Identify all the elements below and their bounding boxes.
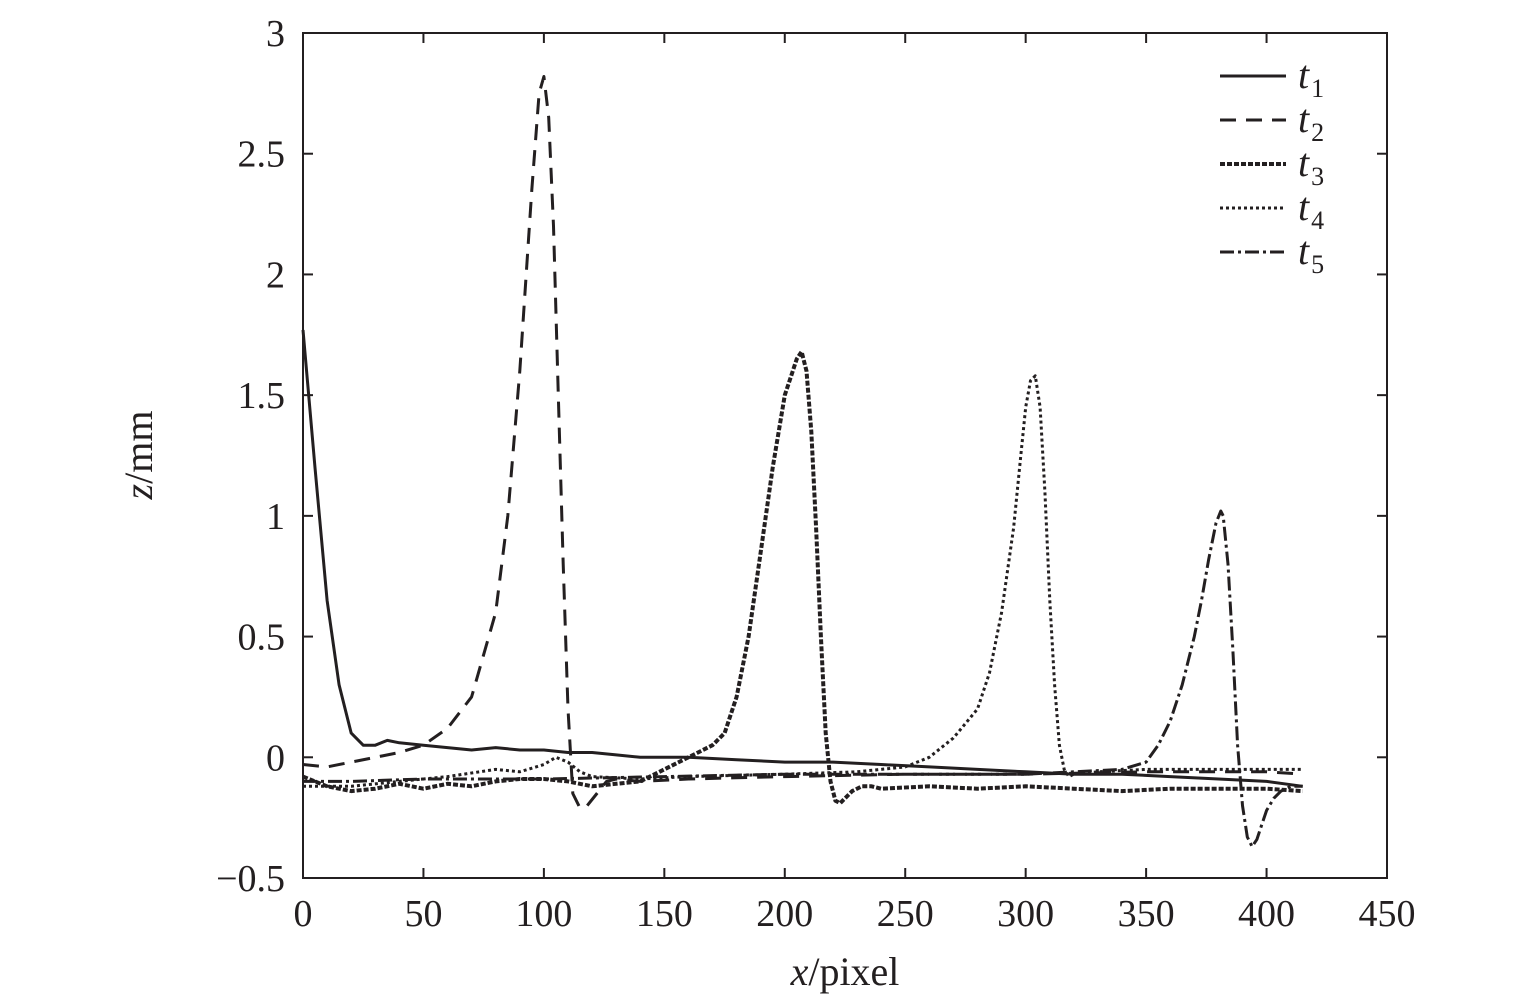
x-tick-label: 350 — [1118, 893, 1175, 935]
x-tick-label: 200 — [756, 893, 813, 935]
series-lines — [301, 75, 1303, 849]
series-line-t2 — [302, 75, 1303, 810]
y-axis-label: z/mm — [116, 411, 161, 501]
y-tick-label: −0.5 — [216, 858, 285, 900]
x-tick-label: 450 — [1359, 893, 1416, 935]
legend-label-t4: t4 — [1298, 184, 1324, 235]
plot-frame — [302, 32, 1388, 879]
legend-label-t5: t5 — [1298, 228, 1324, 279]
x-tick-label: 50 — [404, 893, 442, 935]
y-tick-label: 1.5 — [238, 375, 286, 417]
x-tick-label: 0 — [294, 893, 313, 935]
y-tick-label: 0 — [266, 737, 285, 779]
x-tick-label: 100 — [515, 893, 572, 935]
x-tick-label: 400 — [1238, 893, 1295, 935]
series-line-t1 — [301, 329, 1303, 788]
y-tick-label: 1 — [266, 496, 285, 538]
y-tick-label: 2.5 — [238, 134, 286, 176]
x-tick-label: 150 — [636, 893, 693, 935]
x-tick-label: 250 — [877, 893, 934, 935]
y-tick-label: 2 — [266, 254, 285, 296]
x-axis-label: x/pixel — [790, 949, 900, 994]
legend-label-t3: t3 — [1298, 140, 1324, 191]
series-line-t5 — [303, 509, 1303, 849]
legend-label-t2: t2 — [1298, 96, 1324, 147]
x-tick-label: 300 — [997, 893, 1054, 935]
y-tick-label: 0.5 — [238, 617, 286, 659]
axis-ticks: 0 50 100 150 200 250 300 350 400 450−0.500.511.52… — [216, 13, 1415, 935]
y-tick-label: 3 — [266, 13, 285, 55]
series-line-t3 — [302, 349, 1303, 806]
series-line-t4 — [303, 374, 1303, 788]
legend-label-t1: t1 — [1298, 52, 1324, 103]
